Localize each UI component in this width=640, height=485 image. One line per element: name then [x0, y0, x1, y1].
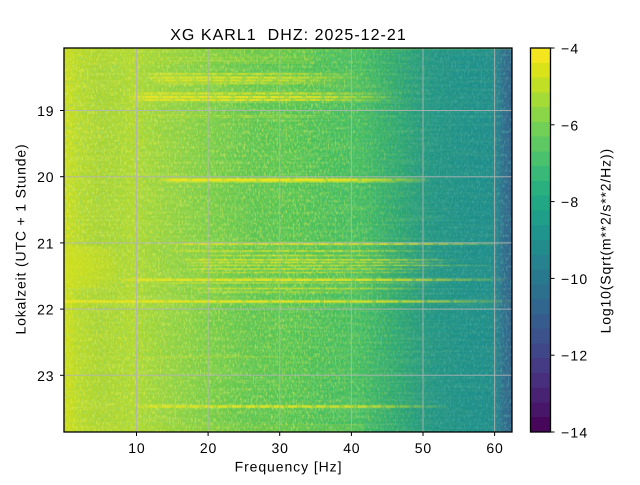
svg-text:XG KARL1 DHZ: 2025-12-21: XG KARL1 DHZ: 2025-12-21: [170, 27, 407, 44]
svg-text:50: 50: [415, 440, 432, 456]
svg-text:Log10(Sqrt(m**2/s**2/Hz)): Log10(Sqrt(m**2/s**2/Hz)): [598, 148, 614, 333]
svg-text:20: 20: [200, 440, 217, 456]
svg-text:60: 60: [486, 440, 503, 456]
svg-text:−8: −8: [561, 194, 579, 210]
svg-text:21: 21: [37, 235, 54, 251]
svg-text:10: 10: [128, 440, 145, 456]
svg-text:−6: −6: [561, 117, 579, 133]
svg-text:20: 20: [37, 169, 54, 185]
svg-text:−4: −4: [561, 41, 579, 57]
svg-text:40: 40: [343, 440, 360, 456]
svg-text:Lokalzeit (UTC + 1 Stunde): Lokalzeit (UTC + 1 Stunde): [13, 143, 29, 334]
svg-text:Frequency [Hz]: Frequency [Hz]: [235, 459, 343, 475]
svg-text:−14: −14: [561, 425, 588, 441]
svg-text:22: 22: [37, 302, 54, 318]
svg-text:−12: −12: [561, 348, 588, 364]
svg-text:30: 30: [272, 440, 289, 456]
svg-text:23: 23: [37, 368, 54, 384]
svg-text:−10: −10: [561, 271, 588, 287]
svg-text:19: 19: [37, 103, 54, 119]
